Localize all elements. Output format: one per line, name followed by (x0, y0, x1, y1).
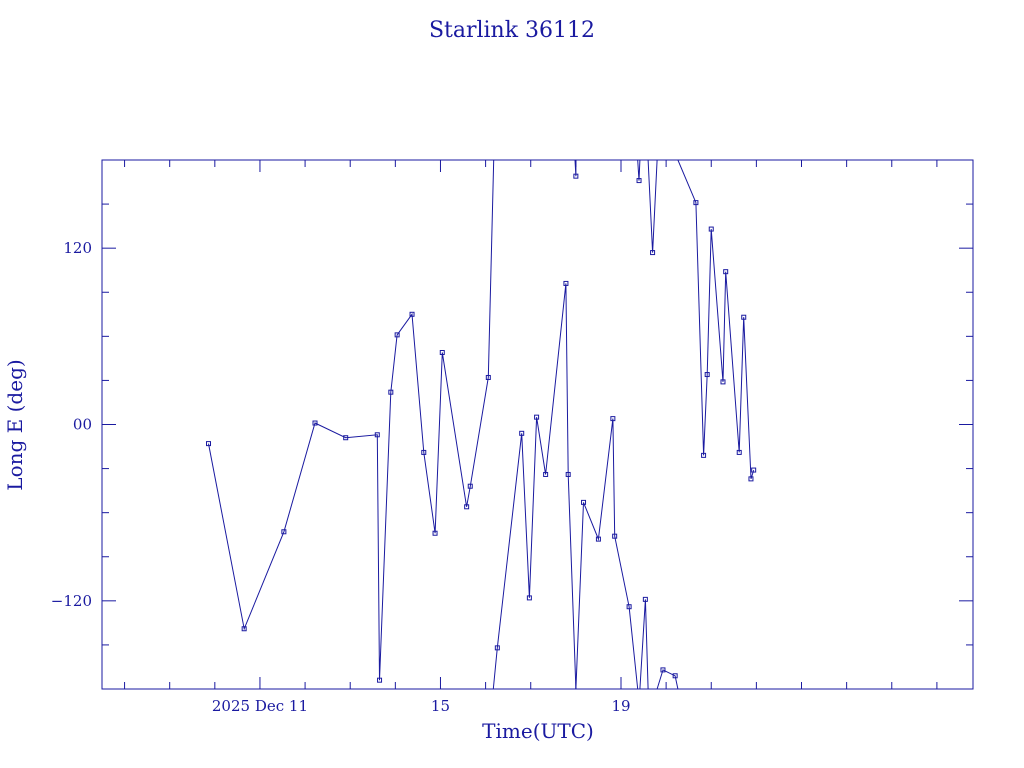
y-axis-label: Long E (deg) (3, 359, 27, 490)
data-point (526, 595, 532, 601)
data-point (494, 645, 500, 651)
series-line (639, 599, 649, 689)
data-point (626, 604, 632, 610)
data-point (432, 530, 438, 536)
data-point (642, 596, 648, 602)
series-line (647, 160, 658, 253)
data-point (748, 476, 754, 482)
series-line (677, 160, 755, 480)
data-point (394, 332, 400, 338)
data-point (708, 226, 714, 232)
data-point (704, 372, 710, 378)
data-point (595, 536, 601, 542)
series-line (637, 160, 641, 181)
data-point (343, 435, 349, 441)
x-tick-label: 19 (611, 697, 630, 715)
data-point (519, 430, 525, 436)
data-point (736, 449, 742, 455)
data-point (660, 667, 666, 673)
data-point (543, 471, 549, 477)
y-tick-label: 120 (63, 239, 92, 257)
data-point (464, 504, 470, 510)
data-point (374, 432, 380, 438)
data-point (281, 529, 287, 535)
y-tick-label: −120 (51, 592, 92, 610)
x-axis-label: Time(UTC) (482, 719, 594, 743)
y-tick-label: 00 (73, 416, 92, 434)
series-line (656, 669, 679, 689)
data-point (409, 311, 415, 317)
data-point (701, 452, 707, 458)
data-point (741, 314, 747, 320)
data-point (610, 416, 616, 422)
x-tick-label: 2025 Dec 11 (212, 697, 308, 715)
data-point (581, 499, 587, 505)
series-line (574, 160, 577, 177)
series-line (492, 283, 577, 689)
data-point (241, 626, 247, 632)
data-point (485, 374, 491, 380)
data-point (751, 467, 757, 473)
tick-labels: 2025 Dec 11 15 19 −120 00 120 (51, 239, 631, 715)
data-point (693, 200, 699, 206)
chart-title: Starlink 36112 (429, 18, 595, 43)
data-point (650, 250, 656, 256)
data-point (612, 533, 618, 539)
series-layer (206, 160, 757, 689)
series-line (208, 160, 495, 681)
data-point (563, 280, 569, 286)
data-point (467, 483, 473, 489)
data-point (377, 677, 383, 683)
data-point (206, 441, 212, 447)
data-point (421, 449, 427, 455)
data-point (312, 420, 318, 426)
data-point (388, 389, 394, 395)
series-line (575, 418, 639, 689)
data-point (573, 173, 579, 179)
data-point (720, 379, 726, 385)
data-point (723, 269, 729, 275)
data-point (672, 673, 678, 679)
data-point (439, 349, 445, 355)
x-tick-label: 15 (431, 697, 450, 715)
data-point (565, 471, 571, 477)
data-point (534, 414, 540, 420)
data-point (636, 178, 642, 184)
